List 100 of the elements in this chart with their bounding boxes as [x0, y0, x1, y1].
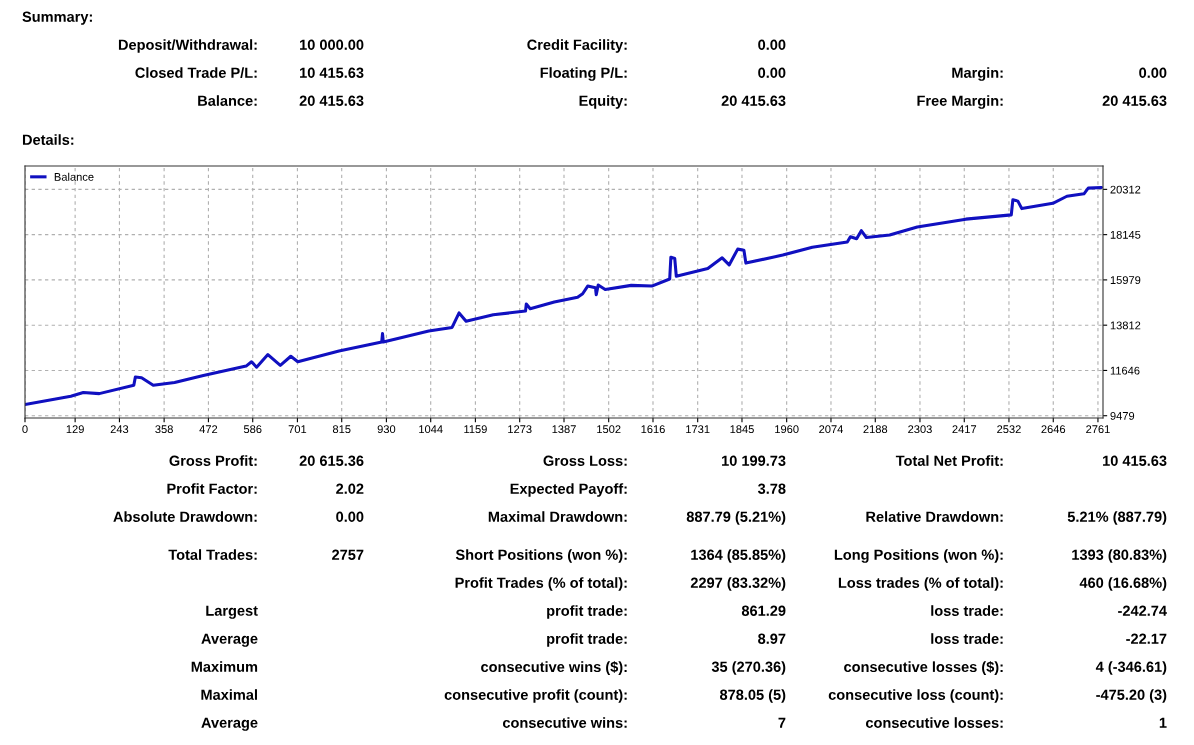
text: Profit Factor: — [167, 483, 257, 494]
chart-title: Details: — [22, 134, 74, 145]
text: Equity: — [579, 95, 627, 109]
text: Credit Facility: — [527, 39, 627, 53]
x-tick-label: 701 — [288, 425, 307, 434]
text: 0.00 — [336, 511, 364, 522]
text: consecutive losses ($): — [844, 661, 1003, 675]
text: -475.20 (3) — [1096, 689, 1167, 703]
text: profit trade: — [547, 633, 627, 647]
x-tick-label: 129 — [66, 425, 84, 434]
x-tick-label: 472 — [199, 425, 218, 433]
text: Gross Loss: — [543, 455, 627, 466]
x-tick-label: 1731 — [686, 425, 710, 434]
text: 861.29 — [741, 605, 786, 616]
text: 20 415.63 — [1102, 95, 1167, 106]
x-tick-label: 586 — [243, 425, 262, 434]
text: Profit Trades (% of total): — [455, 577, 627, 591]
y-tick-label: 11646 — [1110, 366, 1140, 375]
x-tick-label: 1273 — [508, 425, 532, 434]
x-tick-label: 2417 — [952, 425, 977, 433]
text: Average — [201, 633, 258, 647]
text: 10 415.63 — [300, 67, 364, 78]
text: 2297 (83.32%) — [690, 577, 786, 591]
text: Loss trades (% of total): — [838, 577, 1003, 591]
text: Total Trades: — [168, 549, 257, 560]
text: consecutive wins: — [502, 717, 627, 728]
text: 1393 (80.83%) — [1072, 549, 1167, 563]
text: consecutive wins ($): — [481, 661, 627, 675]
text: 0.00 — [1139, 67, 1167, 78]
y-tick-label: 9479 — [1110, 411, 1135, 420]
text: 20 615.36 — [299, 455, 364, 466]
text: Maximum — [191, 661, 258, 672]
text: Long Positions (won %): — [834, 549, 1003, 563]
text: 4 (-346.61) — [1095, 661, 1167, 675]
text: 2.02 — [336, 483, 364, 494]
text: Total Net Profit: — [895, 455, 1003, 466]
x-tick-label: 2303 — [908, 425, 932, 434]
text: Balance: — [198, 95, 257, 106]
y-tick-label: 13812 — [1110, 321, 1141, 330]
x-tick-label: 1387 — [552, 425, 576, 434]
x-tick-label: 2074 — [819, 425, 844, 434]
text: Margin: — [952, 67, 1003, 81]
text: 878.05 (5) — [719, 689, 786, 703]
text: 35 (270.36) — [711, 661, 786, 675]
x-tick-label: 1616 — [641, 425, 665, 434]
text: Expected Payoff: — [510, 483, 627, 497]
x-tick-label: 243 — [110, 425, 129, 434]
text: 20 415.63 — [721, 95, 786, 106]
text: Short Positions (won %): — [455, 549, 627, 563]
text: loss trade: — [931, 633, 1003, 644]
text: 20 415.63 — [299, 95, 364, 106]
text: Maximal Drawdown: — [488, 511, 627, 522]
text: 887.79 (5.21%) — [686, 511, 786, 525]
y-tick-label: 20312 — [1110, 185, 1141, 194]
text: Free Margin: — [917, 95, 1003, 109]
text: Relative Drawdown: — [866, 511, 1003, 522]
text: Absolute Drawdown: — [113, 511, 257, 522]
text: 3.78 — [757, 483, 786, 494]
legend-label: Balance — [54, 172, 94, 181]
text: 10 000.00 — [300, 39, 364, 50]
text: 0.00 — [758, 39, 786, 50]
x-tick-label: 815 — [332, 425, 351, 434]
text: Floating P/L: — [540, 67, 627, 81]
x-tick-label: 1159 — [464, 425, 487, 434]
x-tick-label: 1960 — [775, 425, 799, 434]
text: 7 — [778, 717, 786, 728]
text: Maximal — [201, 689, 257, 700]
text: consecutive profit (count): — [444, 689, 627, 703]
text: 5.21% (887.79) — [1067, 511, 1167, 525]
text: Largest — [206, 605, 258, 619]
text: -242.74 — [1118, 605, 1167, 616]
text: 10 199.73 — [722, 455, 786, 466]
text: consecutive loss (count): — [828, 689, 1003, 703]
line-series — [25, 185, 1103, 407]
text: 0.00 — [758, 67, 786, 78]
text: 2757 — [332, 549, 364, 560]
x-tick-label: 1502 — [597, 425, 621, 434]
x-tick-label: 1044 — [419, 425, 443, 434]
text: 460 (16.68%) — [1079, 577, 1167, 591]
text: loss trade: — [931, 605, 1003, 616]
x-tick-label: 930 — [377, 425, 396, 434]
text: -22.17 — [1126, 633, 1167, 644]
x-tick-label: 2646 — [1041, 425, 1066, 434]
x-tick-label: 0 — [22, 425, 28, 434]
text: Average — [201, 717, 258, 731]
y-tick-label: 15979 — [1110, 276, 1141, 285]
x-tick-label: 2532 — [997, 425, 1021, 434]
x-tick-label: 2761 — [1086, 425, 1110, 434]
text: 8.97 — [758, 633, 786, 644]
text: Deposit/Withdrawal: — [118, 39, 257, 53]
text: Closed Trade P/L: — [135, 67, 257, 79]
text: 10 415.63 — [1103, 455, 1167, 466]
x-tick-label: 358 — [155, 425, 173, 434]
y-tick-label: 18145 — [1110, 230, 1141, 239]
text: 1364 (85.85%) — [691, 549, 786, 563]
text: Gross Profit: — [169, 455, 257, 466]
x-tick-label: 1845 — [730, 425, 754, 434]
text: consecutive losses: — [865, 717, 1003, 728]
text: 1 — [1159, 717, 1167, 728]
x-tick-label: 2188 — [863, 425, 888, 434]
